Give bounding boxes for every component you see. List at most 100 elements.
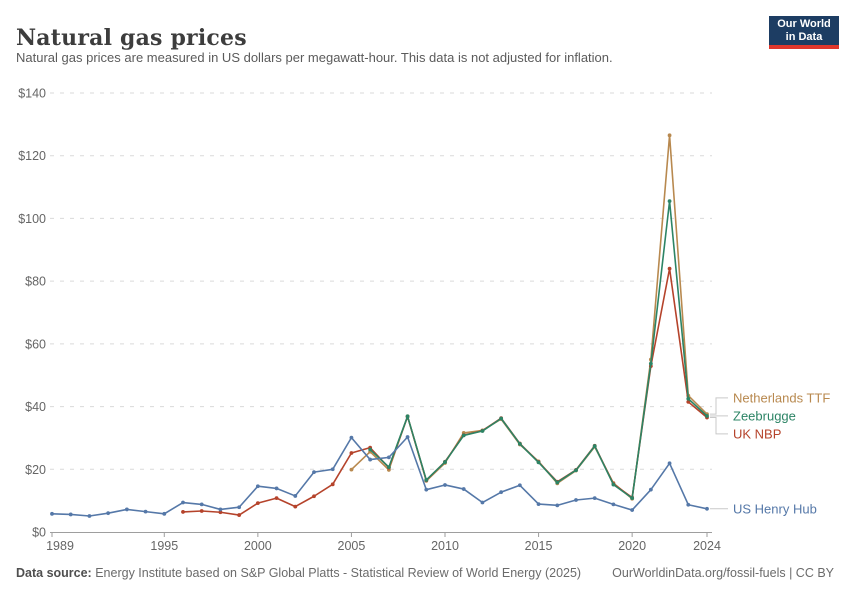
series-point <box>68 512 73 517</box>
series-point <box>237 505 242 510</box>
series-point <box>499 416 504 421</box>
series-point <box>443 460 447 464</box>
series-point <box>424 478 429 482</box>
series-point <box>536 460 541 465</box>
series-point <box>181 500 185 505</box>
series-label-zeebrugge[interactable]: Zeebrugge <box>733 408 796 423</box>
series-point <box>686 502 691 507</box>
series-point <box>368 447 373 452</box>
data-source-note: Data source: Energy Institute based on S… <box>16 566 581 580</box>
series-point <box>480 500 485 505</box>
series-point <box>630 496 635 501</box>
series-point <box>517 441 522 446</box>
series-point <box>592 496 597 501</box>
series-label-us-henry-hub[interactable]: US Henry Hub <box>733 501 817 516</box>
series-point <box>386 455 391 460</box>
series-point <box>293 494 298 498</box>
series-point <box>312 494 316 499</box>
series-point <box>312 470 316 475</box>
series-point <box>574 468 578 473</box>
owid-logo-line1: Our World <box>777 18 831 30</box>
x-axis-tick-label: 2010 <box>431 539 459 553</box>
series-point <box>405 414 410 419</box>
owid-citation-link[interactable]: OurWorldinData.org/fossil-fuels | CC BY <box>612 566 834 580</box>
series-label-uk-nbp[interactable]: UK NBP <box>733 426 781 441</box>
series-point <box>648 487 653 492</box>
series-point <box>667 199 672 204</box>
series-point <box>330 482 335 487</box>
series-point <box>255 484 260 489</box>
series-point <box>648 361 653 366</box>
line-chart-canvas: $0 $20 $40 $60 $80 $100 $120 $140 1989 1995 2000 20… <box>18 87 830 554</box>
series-point <box>592 444 597 448</box>
owid-logo-line2: in Data <box>785 30 823 43</box>
series-point <box>162 511 167 516</box>
series-point <box>705 506 709 511</box>
page-title: Natural gas prices <box>16 24 247 51</box>
y-axis-tick-label: $120 <box>18 149 46 163</box>
series-point <box>274 486 279 491</box>
series-point <box>368 457 373 462</box>
series-point <box>181 510 185 514</box>
series-point <box>349 435 354 440</box>
series-point <box>667 133 672 138</box>
series-point <box>106 511 111 516</box>
series-point <box>199 502 204 507</box>
data-source-label: Data source: <box>16 566 92 580</box>
x-axis-tick-label: 1995 <box>150 539 178 553</box>
series-point <box>424 487 429 492</box>
series-point <box>461 487 466 491</box>
y-axis-tick-label: $100 <box>18 212 46 226</box>
series-point <box>705 414 709 418</box>
y-axis-tick-label: $140 <box>18 87 46 101</box>
series-point <box>574 498 578 502</box>
y-axis-tick-label: $80 <box>25 275 46 289</box>
series-point <box>611 482 616 487</box>
x-axis-tick-label: 2000 <box>244 539 272 553</box>
label-leader-line <box>710 417 728 435</box>
series-point <box>87 514 92 518</box>
series-point <box>50 511 54 516</box>
owid-logo[interactable]: Our World in Data <box>769 16 839 49</box>
series-point <box>274 496 279 501</box>
series-point <box>124 507 129 512</box>
chart-subtitle: Natural gas prices are measured in US do… <box>16 50 613 65</box>
series-point <box>555 480 560 485</box>
x-axis-tick-label: 2005 <box>338 539 366 553</box>
series-line-us-henry-hub[interactable] <box>51 436 708 517</box>
chart-footer: Data source: Energy Institute based on S… <box>16 566 834 580</box>
series-line-uk-nbp[interactable] <box>182 267 708 516</box>
series-point <box>255 501 260 506</box>
y-axis-tick-label: $60 <box>25 337 46 351</box>
series-line-netherlands-ttf[interactable] <box>350 134 708 500</box>
series-point <box>237 513 242 517</box>
x-axis-tick-label: 2020 <box>618 539 646 553</box>
series-point <box>667 266 672 271</box>
x-axis-tick-label: 2015 <box>525 539 553 553</box>
x-axis-tick-label: 2024 <box>693 539 721 553</box>
series-point <box>349 451 354 455</box>
series-point <box>443 483 447 487</box>
series-point <box>218 510 223 515</box>
y-axis-tick-label: $40 <box>25 400 46 414</box>
y-axis-tick-label: $20 <box>25 463 46 477</box>
series-point <box>330 467 335 472</box>
series-point <box>199 509 204 513</box>
series-point <box>667 461 672 466</box>
series-point <box>555 503 560 508</box>
series-point <box>293 504 298 509</box>
series-point <box>405 435 410 439</box>
series-label-netherlands-ttf[interactable]: Netherlands TTF <box>733 390 830 405</box>
series-point <box>349 467 354 472</box>
x-axis-tick-label: 1989 <box>46 539 74 553</box>
data-source-text: Energy Institute based on S&P Global Pla… <box>91 566 582 580</box>
series-point <box>517 483 522 488</box>
series-point <box>480 429 485 433</box>
series-point <box>536 502 541 506</box>
series-point <box>686 399 691 404</box>
series-point <box>630 508 635 512</box>
label-leader-line <box>710 397 728 415</box>
series-line-zeebrugge[interactable] <box>369 200 708 499</box>
y-axis-tick-label: $0 <box>32 526 46 540</box>
